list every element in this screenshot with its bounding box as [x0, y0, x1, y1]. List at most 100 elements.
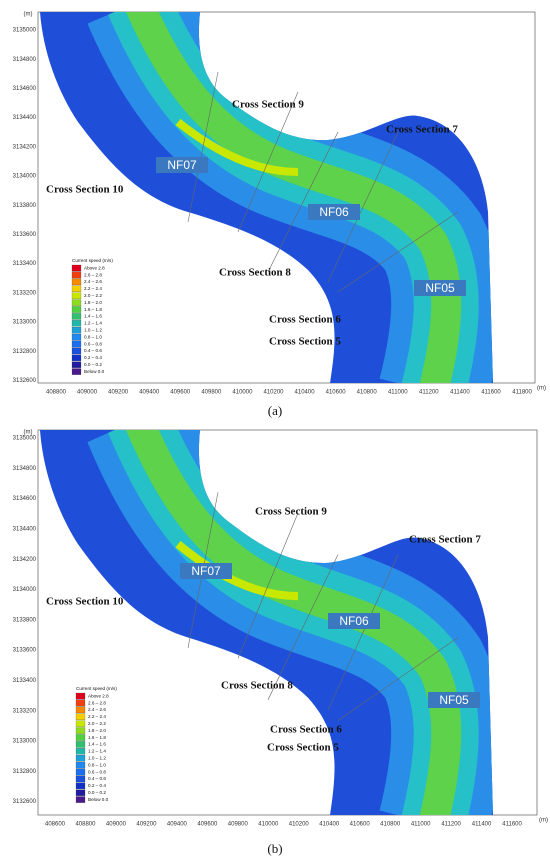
legend-swatch	[75, 692, 86, 700]
x-tick-label: 409200	[108, 390, 129, 396]
legend-swatch	[75, 734, 86, 741]
map-panel: 3135000 3134800 3134600 3134400 3134200 31340…	[13, 430, 548, 856]
legend-swatch	[75, 775, 86, 783]
legend-label: 2.4 – 2.6	[84, 279, 102, 284]
legend-swatch	[71, 285, 82, 293]
legend-swatch	[71, 354, 82, 362]
legend-swatch	[75, 768, 86, 776]
x-tick-label: 408600	[45, 822, 66, 828]
y-unit: (m)	[24, 12, 33, 18]
legend-swatch	[71, 278, 82, 286]
x-tick-label: 408800	[75, 822, 96, 828]
zone-box	[428, 692, 480, 708]
x-tick-label: 410000	[232, 390, 253, 396]
y-tick-label: 3133800	[13, 203, 37, 209]
x-tick-label: 411200	[419, 390, 439, 396]
zone-box	[180, 563, 232, 579]
legend-swatch	[75, 699, 86, 707]
cross-section-label: Cross Section 6	[270, 724, 342, 736]
x-tick-label: 411400	[450, 390, 470, 396]
y-tick-label: 3133600	[13, 232, 37, 238]
legend-label: Above 2.8	[88, 693, 109, 698]
speed-zone	[175, 540, 299, 601]
cross-section-label: Cross Section 9	[255, 506, 327, 518]
legend-label: 1.8 – 2.0	[88, 728, 106, 733]
x-tick-label: 410000	[258, 822, 279, 828]
cross-section-label: Cross Section 10	[46, 184, 124, 196]
legend-swatch	[71, 292, 82, 299]
legend-label: 1.6 – 1.8	[88, 735, 106, 740]
legend-swatch	[75, 748, 86, 755]
section-line	[337, 637, 459, 721]
cross-section-label: Cross Section 7	[386, 124, 458, 136]
y-unit: (m)	[24, 430, 33, 436]
legend-swatch	[71, 271, 82, 279]
legend-swatch	[75, 789, 86, 796]
x-tick-label: 411400	[472, 822, 492, 828]
y-tick-label: 3133000	[13, 739, 37, 745]
x-tick-label: 409200	[136, 822, 157, 828]
x-unit: (m)	[537, 386, 546, 392]
x-tick-label: 410800	[357, 390, 378, 396]
legend-label: 0.2 – 0.4	[84, 355, 102, 360]
legend-swatch	[71, 361, 82, 368]
legend-label: Below 0.0	[84, 369, 105, 374]
legend-swatch	[75, 720, 86, 727]
y-tick-label: 3133000	[13, 320, 37, 326]
y-tick-label: 3133200	[13, 290, 37, 296]
legend-swatch	[75, 713, 86, 721]
y-tick-label: 3134400	[13, 115, 37, 121]
x-tick-label: 411800	[512, 390, 532, 396]
legend-label: 0.8 – 1.0	[88, 762, 106, 767]
zone-label: NF07	[167, 158, 197, 172]
y-tick-label: 3133200	[13, 708, 37, 714]
legend-label: 0.2 – 0.4	[88, 783, 106, 788]
cross-section-label: Cross Section 5	[267, 742, 339, 754]
x-tick-label: 409000	[106, 822, 127, 828]
legend-label: 0.0 – 0.2	[84, 362, 102, 367]
legend-label: 0.6 – 0.8	[88, 769, 106, 774]
y-tick-label: 3132800	[13, 769, 37, 775]
legend-label: 1.8 – 2.0	[84, 300, 102, 305]
zone-label: NF05	[425, 281, 455, 295]
x-tick-label: 411600	[502, 822, 522, 828]
legend-swatch	[75, 727, 86, 734]
x-tick-label: 409800	[228, 822, 249, 828]
x-tick-label: 409000	[77, 390, 98, 396]
x-tick-label: 409600	[197, 822, 218, 828]
zone-box	[308, 204, 360, 220]
x-tick-label: 410400	[295, 390, 316, 396]
y-tick-label: 3134000	[13, 174, 37, 180]
legend-swatch	[71, 327, 82, 334]
section-line	[187, 71, 219, 223]
x-tick-label: 411200	[441, 822, 461, 828]
section-line	[237, 91, 299, 233]
zone-label: NF05	[439, 693, 469, 707]
zone-box	[156, 157, 208, 173]
y-tick-label: 3133800	[13, 617, 37, 623]
caption: (b)	[267, 841, 282, 856]
legend-swatch	[71, 306, 82, 313]
y-tick-label: 3135000	[13, 28, 37, 34]
zone-label: NF06	[339, 614, 369, 628]
section-line	[267, 131, 339, 273]
x-tick-label: 411000	[388, 390, 408, 396]
speed-zone	[175, 118, 299, 176]
speed-zone	[124, 430, 462, 815]
legend-label: 2.0 – 2.2	[84, 293, 102, 298]
x-tick-label: 409800	[201, 390, 222, 396]
y-tick-label: 3133400	[13, 261, 37, 267]
cross-section-label: Cross Section 8	[221, 680, 293, 692]
map-panel: 3135000 3134800 3134600 3134400 3134200 31340…	[13, 12, 546, 418]
legend-label: 1.0 – 1.2	[88, 756, 106, 761]
y-tick-label: 3132800	[13, 349, 37, 355]
legend-label: 0.4 – 0.6	[88, 776, 106, 781]
legend-swatch	[75, 782, 86, 790]
legend-label: Below 0.0	[88, 797, 109, 802]
x-tick-label: 410200	[263, 390, 284, 396]
y-tick-label: 3133600	[13, 648, 37, 654]
y-tick-label: 3134800	[13, 466, 37, 472]
legend-swatch	[71, 320, 82, 327]
legend-title: Current speed (m/s)	[72, 258, 113, 263]
